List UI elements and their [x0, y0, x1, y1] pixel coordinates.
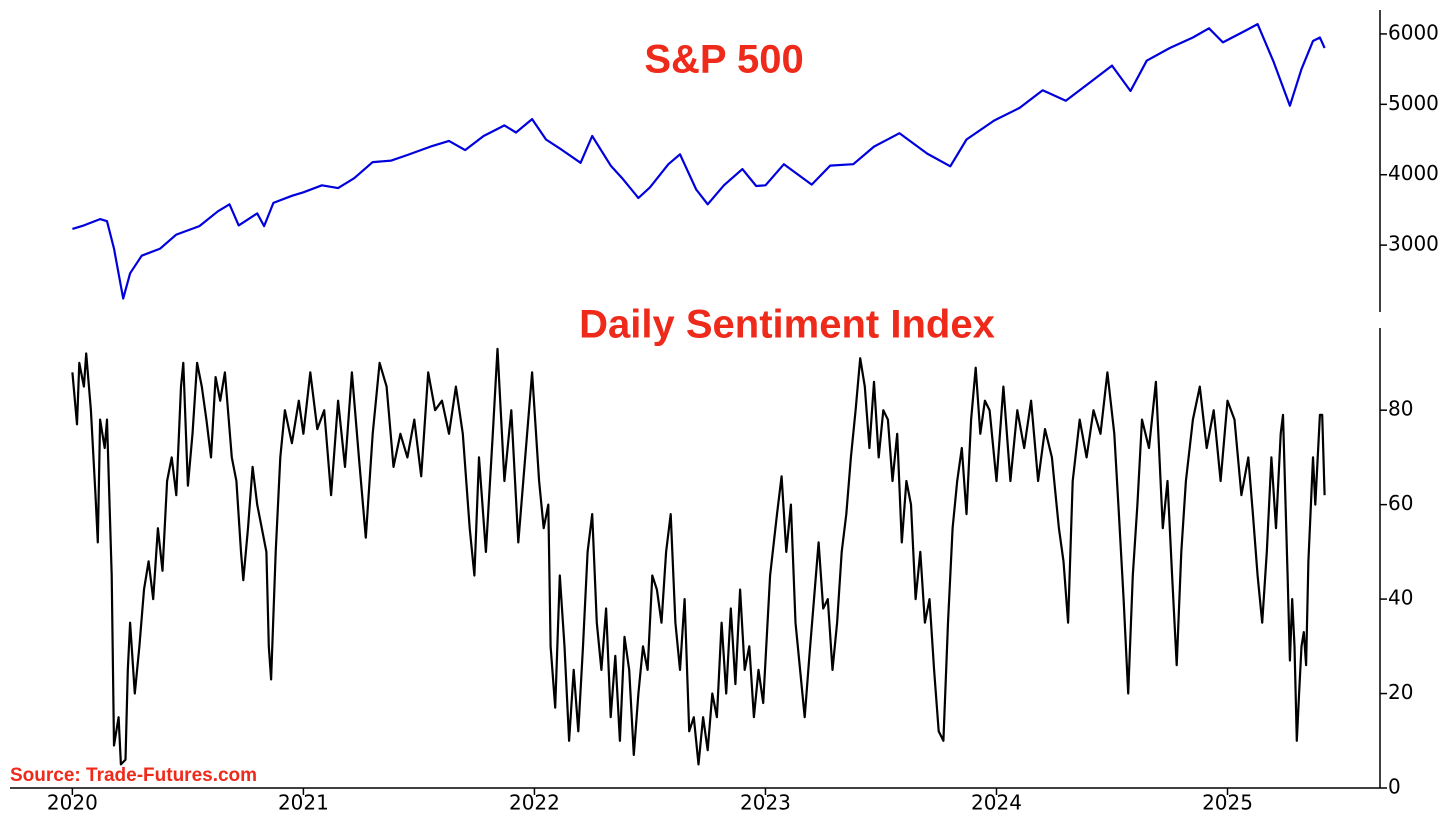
y-tick-label: 0 — [1388, 775, 1401, 799]
x-tick-label: 2023 — [740, 791, 791, 815]
chart-title: Daily Sentiment Index — [579, 303, 995, 347]
y-tick-label: 3000 — [1388, 232, 1439, 256]
x-tick-label: 2021 — [278, 791, 329, 815]
y-tick-label: 80 — [1388, 397, 1413, 421]
y-tick-label: 6000 — [1388, 20, 1439, 44]
x-tick-label: 2022 — [509, 791, 560, 815]
y-tick-label: 60 — [1388, 491, 1413, 515]
chart-title: S&P 500 — [644, 38, 803, 82]
y-tick-label: 40 — [1388, 586, 1413, 610]
data-line — [71, 347, 1326, 766]
data-line — [72, 23, 1326, 300]
x-tick-label: 2024 — [971, 791, 1022, 815]
y-tick-label: 20 — [1388, 680, 1413, 704]
y-tick-label: 4000 — [1388, 161, 1439, 185]
y-tick-label: 5000 — [1388, 91, 1439, 115]
x-tick-label: 2020 — [47, 791, 98, 815]
x-tick-label: 2025 — [1202, 791, 1253, 815]
source-note: Source: Trade-Futures.com — [10, 765, 257, 786]
